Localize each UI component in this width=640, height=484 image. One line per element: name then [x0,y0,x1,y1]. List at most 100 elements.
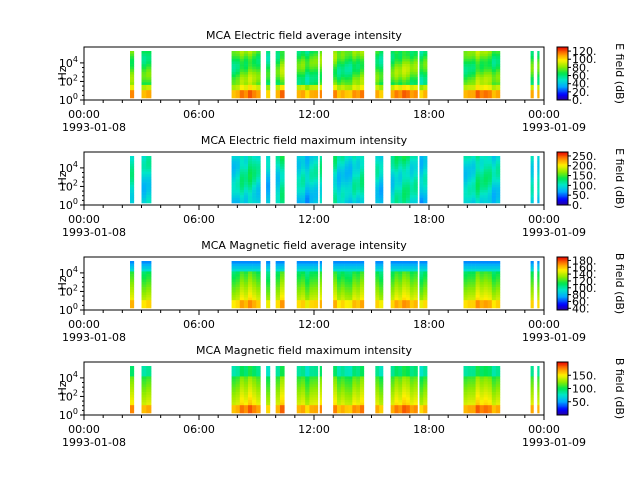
heatmap-cell [296,405,302,409]
heatmap-cell [406,95,411,99]
heatmap-cell [360,64,365,67]
heatmap-cell [340,166,345,170]
heatmap-cell [309,271,314,275]
heatmap-cell [402,179,407,183]
heatmap-cell [491,294,497,298]
heatmap-cell [333,53,338,57]
heatmap-cell [379,197,384,201]
heatmap-cell [356,366,361,369]
heatmap-cell [471,394,476,398]
heatmap-cell [475,161,480,165]
heatmap-cell [231,171,236,175]
heatmap-cell [409,305,414,309]
heatmap-cell [344,176,349,180]
heatmap-cell [409,74,414,78]
heatmap-cell [467,381,472,385]
heatmap-cell [390,392,395,396]
heatmap-cell [239,171,245,175]
heatmap-cell [409,389,414,393]
heatmap-cell [360,87,365,91]
heatmap-cell [275,189,281,193]
heatmap-cell [256,405,261,409]
heatmap-cell [252,156,257,159]
heatmap-cell [309,376,314,380]
heatmap-cell [487,297,493,301]
heatmap-cell [344,82,349,86]
heatmap-cell [266,402,271,406]
heatmap-cell [398,53,403,57]
heatmap-cell [235,182,241,186]
colorbar-swatch [557,185,568,187]
heatmap-cell [356,53,361,57]
heatmap-cell [406,384,411,388]
heatmap-cell [313,292,319,296]
heatmap-cell [487,407,493,411]
heatmap-cell [130,158,135,162]
heatmap-cell [495,381,501,385]
heatmap-cell [279,386,285,390]
heatmap-cell [467,410,472,414]
heatmap-cell [419,368,424,372]
heatmap-cell [344,90,349,94]
heatmap-cell [235,397,241,401]
heatmap-cell [296,192,302,196]
heatmap-cell [394,200,399,204]
heatmap-cell [537,71,540,75]
heatmap-cell [279,58,285,62]
heatmap-cell [475,386,480,390]
heatmap-cell [243,271,249,275]
heatmap-cell [471,292,476,296]
heatmap-cell [344,179,349,183]
heatmap-cell [530,266,534,270]
heatmap-cell [379,176,384,180]
heatmap-cell [495,179,501,183]
heatmap-cell [398,161,403,165]
heatmap-cell [313,184,319,188]
heatmap-cell [141,195,147,199]
colorbar-swatch [557,97,568,100]
heatmap-cell [243,410,249,414]
heatmap-cell [487,405,493,409]
heatmap-cell [352,179,357,183]
heatmap-cell [266,87,271,91]
heatmap-cell [340,300,345,304]
colorbar-swatch [557,307,568,310]
heatmap-cell [313,51,319,54]
heatmap-cell [279,184,285,188]
heatmap-cell [467,276,472,280]
heatmap-cell [252,158,257,162]
heatmap-cell [495,95,501,99]
heatmap-cell [491,66,497,70]
heatmap-cell [275,179,281,183]
heatmap-cell [305,158,310,162]
colorbar-swatch [557,186,568,189]
heatmap-cell [313,56,319,60]
heatmap-cell [130,171,135,175]
heatmap-cell [333,174,338,178]
heatmap-cell [344,407,349,411]
heatmap-cell [248,407,253,411]
colorbar-tick-label: 100. [572,53,597,66]
heatmap-cell [356,292,361,296]
heatmap-cell [146,163,152,167]
heatmap-cell [239,373,245,377]
heatmap-cell [333,371,338,375]
heatmap-cell [352,184,357,188]
heatmap-cell [413,379,418,382]
heatmap-cell [495,366,501,369]
heatmap-cell [479,197,485,201]
heatmap-cell [356,77,361,81]
heatmap-cell [305,399,310,403]
y-axis-label: Hz [56,171,69,185]
heatmap-cell [491,274,497,277]
panel-title: MCA Magnetic field maximum intensity [196,344,412,357]
heatmap-cell [537,384,540,388]
heatmap-cell [309,266,314,270]
heatmap-cell [479,392,485,396]
heatmap-cell [475,394,480,398]
heatmap-cell [487,373,493,377]
heatmap-cell [423,187,428,191]
heatmap-cell [256,51,261,54]
heatmap-cell [495,176,501,180]
heatmap-cell [394,51,399,54]
